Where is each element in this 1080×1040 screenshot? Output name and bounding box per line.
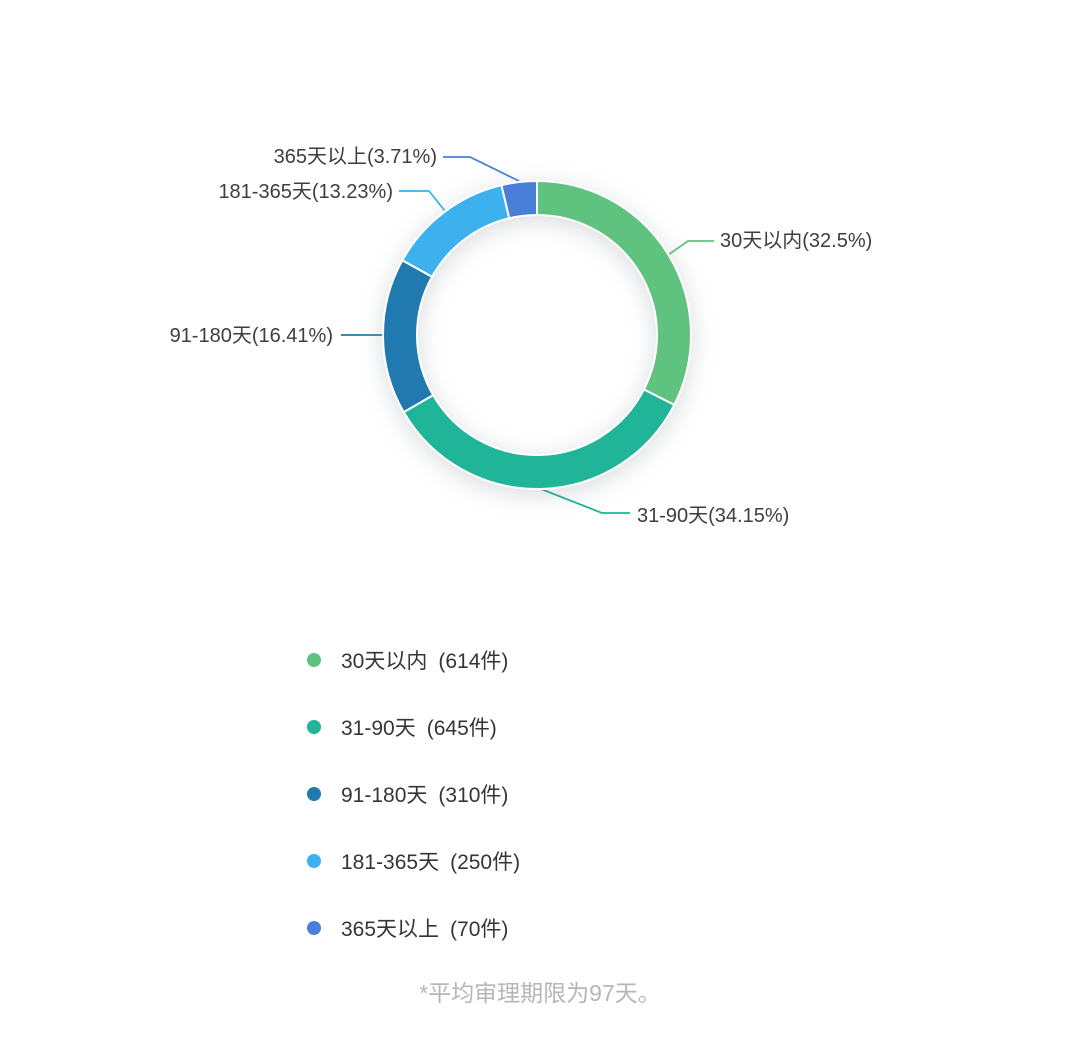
donut-slice-3[interactable] bbox=[400, 183, 511, 279]
slice-label-31-90: 31-90天(34.15%) bbox=[637, 505, 790, 527]
legend-label: 365天以上 bbox=[341, 918, 440, 941]
legend-dot-icon bbox=[307, 854, 321, 868]
legend-label: 91-180天 bbox=[341, 784, 428, 807]
slice-label-30days: 30天以内(32.5%) bbox=[720, 230, 873, 252]
leader-line-3 bbox=[399, 190, 446, 212]
legend: 30天以内 (614件) 31-90天 (645件) 91-180天 (310件… bbox=[307, 648, 520, 983]
legend-count: (250件) bbox=[450, 851, 521, 874]
legend-item-over365[interactable]: 365天以上 (70件) bbox=[307, 916, 520, 941]
donut-slice-1[interactable] bbox=[402, 388, 676, 490]
legend-item-31-90[interactable]: 31-90天 (645件) bbox=[307, 715, 520, 740]
legend-dot-icon bbox=[307, 653, 321, 667]
average-duration-footnote: *平均审理期限为97天。 bbox=[419, 980, 661, 1006]
donut-slice-2[interactable] bbox=[382, 258, 435, 414]
legend-label: 31-90天 bbox=[341, 717, 416, 740]
slice-label-181-365: 181-365天(13.23%) bbox=[218, 181, 393, 203]
legend-count: (70件) bbox=[450, 918, 509, 941]
legend-dot-icon bbox=[307, 921, 321, 935]
legend-count: (310件) bbox=[438, 784, 509, 807]
donut-slice-4[interactable] bbox=[500, 179, 538, 220]
slice-label-over365: 365天以上(3.71%) bbox=[273, 146, 437, 168]
leader-line-1 bbox=[540, 488, 630, 514]
legend-dot-icon bbox=[307, 720, 321, 734]
legend-dot-icon bbox=[307, 787, 321, 801]
legend-count: (614件) bbox=[438, 650, 509, 673]
legend-label: 181-365天 bbox=[341, 851, 440, 874]
legend-item-30days[interactable]: 30天以内 (614件) bbox=[307, 648, 520, 673]
legend-item-91-180[interactable]: 91-180天 (310件) bbox=[307, 782, 520, 807]
legend-item-181-365[interactable]: 181-365天 (250件) bbox=[307, 849, 521, 874]
legend-count: (645件) bbox=[426, 717, 497, 740]
legend-label: 30天以内 bbox=[341, 650, 428, 673]
donut-slices bbox=[382, 179, 692, 490]
donut-slice-0[interactable] bbox=[536, 179, 692, 407]
leader-line-0 bbox=[667, 240, 714, 256]
leader-lines bbox=[341, 156, 714, 514]
leader-line-4 bbox=[443, 156, 520, 182]
slice-label-91-180: 91-180天(16.41%) bbox=[169, 325, 333, 347]
